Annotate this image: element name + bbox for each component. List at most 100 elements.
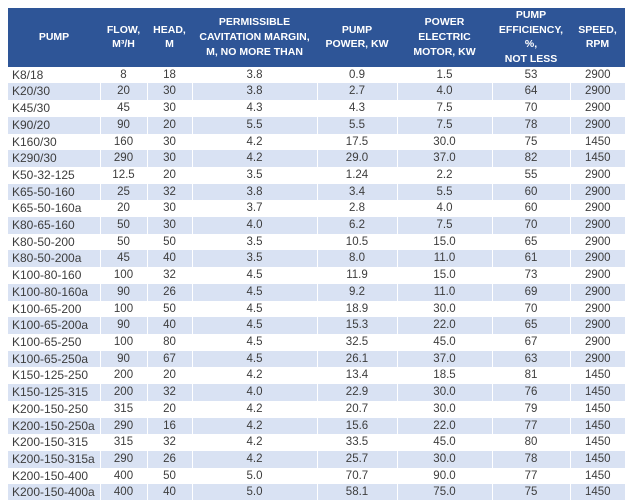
value-cell: 33.5	[317, 434, 398, 451]
value-cell: 15.6	[317, 417, 398, 435]
value-cell: 315	[100, 400, 148, 418]
value-cell: 37.0	[397, 350, 493, 368]
value-cell: 7.5	[397, 116, 493, 134]
table-row: K200-150-250a 290 16 4.2 15.6 22.0 77 1450	[8, 417, 625, 435]
pump-name-cell: K100-65-200a	[8, 317, 101, 334]
column-header: PUMP EFFICIENCY, %, NOT LESS	[492, 8, 570, 67]
pump-name-cell: K100-65-250	[8, 334, 101, 351]
value-cell: 32	[147, 183, 193, 201]
value-cell: 26	[147, 283, 193, 301]
pump-name-cell: K150-125-315	[8, 384, 101, 401]
value-cell: 4.2	[192, 367, 318, 385]
pump-name-cell: K80-50-200a	[8, 250, 101, 268]
value-cell: 2900	[584, 235, 611, 248]
value-cell: 10.5	[317, 233, 398, 251]
value-cell: 2900	[584, 85, 611, 98]
table-row: K150-125-315 200 32 4.0 22.9 30.0 76 1450	[8, 384, 625, 401]
pump-name-cell: K20/30	[8, 83, 101, 101]
value-cell: 2900	[584, 352, 611, 365]
value-cell: 32	[147, 384, 193, 401]
value-cell: 3.7	[192, 200, 318, 218]
table-row: K100-65-250 100 80 4.5 32.5 45.0 67 2900	[8, 334, 625, 351]
value-cell: 70	[492, 300, 571, 318]
value-cell: 30	[147, 150, 193, 167]
value-cell: 2900	[584, 202, 611, 215]
value-cell: 32	[147, 434, 193, 451]
value-cell: 2900	[584, 168, 611, 181]
value-cell: 400	[100, 467, 148, 485]
value-cell: 65	[492, 233, 571, 251]
value-cell: 32	[147, 267, 193, 284]
value-cell: 30.0	[397, 384, 493, 401]
value-cell: 2900	[584, 68, 611, 81]
value-cell: 4.5	[192, 267, 318, 284]
pump-name-cell: K45/30	[8, 100, 101, 117]
value-cell: 70	[492, 217, 571, 234]
table-row: K80-65-160 50 30 4.0 6.2 7.5 70 2900	[8, 217, 625, 234]
value-cell: 4.0	[397, 83, 493, 101]
value-cell: 60	[492, 183, 571, 201]
value-cell: 70	[492, 100, 571, 117]
value-cell: 30.0	[397, 300, 493, 318]
pump-name-cell: K80-65-160	[8, 217, 101, 234]
value-cell: 11.0	[397, 250, 493, 268]
value-cell: 64	[492, 83, 571, 101]
value-cell: 18.5	[397, 367, 493, 385]
pump-name-cell: K100-65-250a	[8, 350, 101, 368]
value-cell: 8.0	[317, 250, 398, 268]
value-cell: 290	[100, 150, 148, 167]
value-cell: 50	[147, 467, 193, 485]
value-cell: 4.0	[192, 217, 318, 234]
value-cell: 400	[100, 484, 148, 500]
value-cell: 25	[100, 183, 148, 201]
value-cell: 15.0	[397, 267, 493, 284]
header-row: PUMP FLOW, M³/H HEAD, M PERMISSIBLE CAVITAT…	[8, 8, 625, 67]
value-cell: 200	[100, 367, 148, 385]
pump-name-cell: K100-65-200	[8, 300, 101, 318]
value-cell: 60	[492, 200, 571, 218]
value-cell: 18.9	[317, 300, 398, 318]
value-cell: 4.3	[192, 100, 318, 117]
table-row: K20/30 20 30 3.8 2.7 4.0 64 2900	[8, 83, 625, 101]
value-cell: 5.5	[317, 116, 398, 134]
pump-spec-table: PUMP FLOW, M³/H HEAD, M PERMISSIBLE CAVITAT…	[8, 8, 625, 500]
value-cell: 30	[147, 133, 193, 151]
value-cell: 20	[147, 400, 193, 418]
table-row: K200-150-315a 290 26 4.2 25.7 30.0 78 1450	[8, 450, 625, 468]
value-cell: 100	[100, 334, 148, 351]
table-row: K290/30 290 30 4.2 29.0 37.0 82 1450	[8, 150, 625, 167]
value-cell: 50	[147, 233, 193, 251]
value-cell: 40	[147, 317, 193, 334]
value-cell: 20	[100, 200, 148, 218]
value-cell: 4.2	[192, 417, 318, 435]
value-cell: 4.2	[192, 450, 318, 468]
value-cell: 80	[147, 334, 193, 351]
value-cell: 40	[147, 250, 193, 268]
value-cell: 2900	[584, 185, 611, 198]
pump-name-cell: K100-80-160	[8, 267, 101, 284]
value-cell: 30	[147, 83, 193, 101]
value-cell: 4.5	[192, 283, 318, 301]
pump-name-cell: K200-150-400	[8, 467, 101, 485]
value-cell: 2900	[584, 269, 611, 282]
table-row: K45/30 45 30 4.3 4.3 7.5 70 2900	[8, 100, 625, 117]
value-cell: 3.5	[192, 233, 318, 251]
pump-name-cell: K50-32-125	[8, 166, 101, 184]
value-cell: 67	[492, 334, 571, 351]
pump-name-cell: K65-50-160	[8, 183, 101, 201]
value-cell: 32.5	[317, 334, 398, 351]
value-cell: 18	[147, 66, 193, 84]
table-row: K65-50-160a 20 30 3.7 2.8 4.0 60 2900	[8, 200, 625, 218]
value-cell: 5.0	[192, 467, 318, 485]
pump-name-cell: K200-150-250	[8, 400, 101, 418]
value-cell: 1.5	[397, 66, 493, 84]
table-row: K100-65-200a 90 40 4.5 15.3 22.0 65 2900	[8, 317, 625, 334]
value-cell: 100	[100, 267, 148, 284]
value-cell: 3.4	[317, 183, 398, 201]
value-cell: 37.0	[397, 150, 493, 167]
value-cell: 0.9	[317, 66, 398, 84]
value-cell: 4.2	[192, 434, 318, 451]
value-cell: 2900	[584, 252, 611, 265]
value-cell: 2900	[584, 302, 611, 315]
table-row: K100-80-160 100 32 4.5 11.9 15.0 73 2900	[8, 267, 625, 284]
